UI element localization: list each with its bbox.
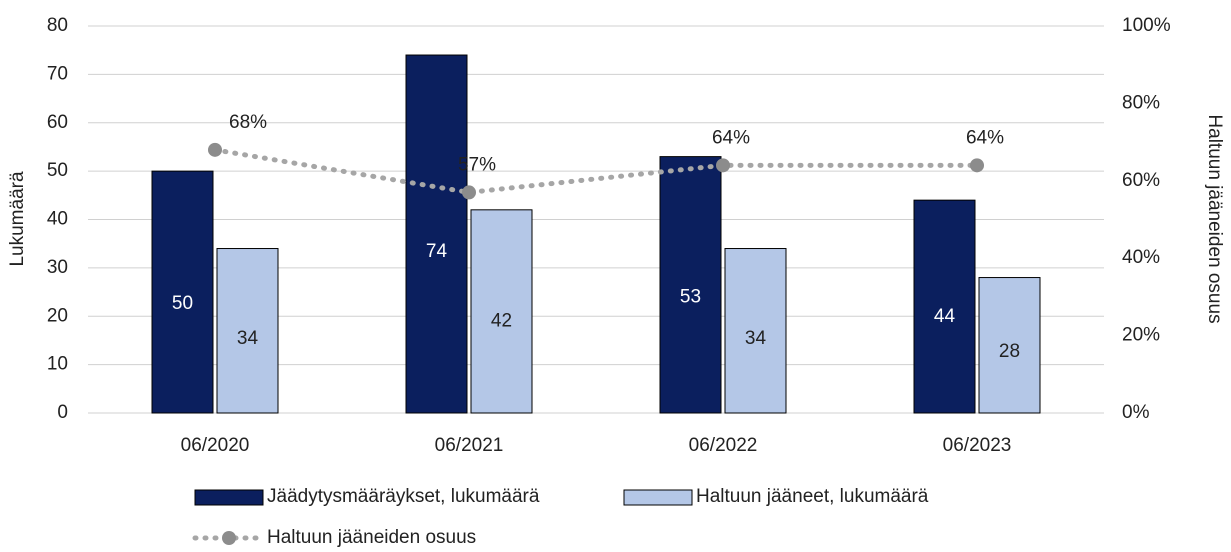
bar [405, 54, 468, 414]
bar-value-label: 42 [491, 311, 512, 332]
y-tick-label: 50 [47, 160, 68, 181]
line-value-label: 64% [966, 127, 1004, 148]
y-axis-title: Lukumäärä [7, 171, 28, 266]
legend-swatch [194, 489, 264, 506]
y-tick-label: 40 [47, 209, 68, 230]
y2-tick-label: 100% [1122, 15, 1171, 36]
y-tick-label: 10 [47, 354, 68, 375]
line-marker [208, 142, 222, 157]
bar-value-label: 34 [745, 328, 767, 349]
bar [913, 199, 976, 414]
y2-tick-label: 20% [1122, 325, 1160, 346]
legend-swatch [623, 489, 693, 506]
bar [151, 170, 214, 414]
x-tick-label: 06/2023 [943, 435, 1012, 456]
bar-value-label: 44 [934, 306, 956, 327]
y2-tick-label: 0% [1122, 402, 1150, 423]
y2-tick-label: 40% [1122, 247, 1160, 268]
line-marker [716, 158, 730, 173]
y-tick-label: 70 [47, 63, 68, 84]
x-tick-label: 06/2020 [181, 435, 250, 456]
bar-value-label: 28 [999, 341, 1020, 362]
y2-tick-label: 60% [1122, 170, 1160, 191]
line-value-label: 57% [458, 154, 496, 175]
line [212, 147, 980, 195]
bar-value-label: 53 [680, 287, 701, 308]
y2-axis-title: Haltuun jääneiden osuus [1204, 114, 1225, 323]
bar [978, 277, 1041, 414]
y-tick-label: 20 [47, 305, 68, 326]
legend-label: Jäädytysmääräykset, lukumäärä [267, 486, 540, 507]
bar [216, 248, 279, 414]
y-tick-label: 60 [47, 112, 68, 133]
bar [659, 156, 722, 414]
line-value-label: 68% [229, 112, 267, 133]
bar-value-label: 74 [426, 241, 448, 262]
legend-marker [222, 531, 236, 545]
y-tick-label: 0 [57, 402, 68, 423]
x-tick-label: 06/2022 [689, 435, 758, 456]
bar-value-label: 50 [172, 293, 193, 314]
legend-label: Haltuun jääneet, lukumäärä [696, 486, 929, 507]
bar-value-label: 34 [237, 328, 259, 349]
legend-label: Haltuun jääneiden osuus [267, 527, 476, 548]
y-tick-label: 30 [47, 257, 68, 278]
x-tick-label: 06/2021 [435, 435, 504, 456]
line-value-label: 64% [712, 127, 750, 148]
bar [470, 209, 533, 414]
line-marker [970, 158, 984, 173]
line-marker [462, 185, 476, 200]
y-tick-label: 80 [47, 15, 68, 36]
bar [724, 248, 787, 414]
y2-tick-label: 80% [1122, 92, 1160, 113]
